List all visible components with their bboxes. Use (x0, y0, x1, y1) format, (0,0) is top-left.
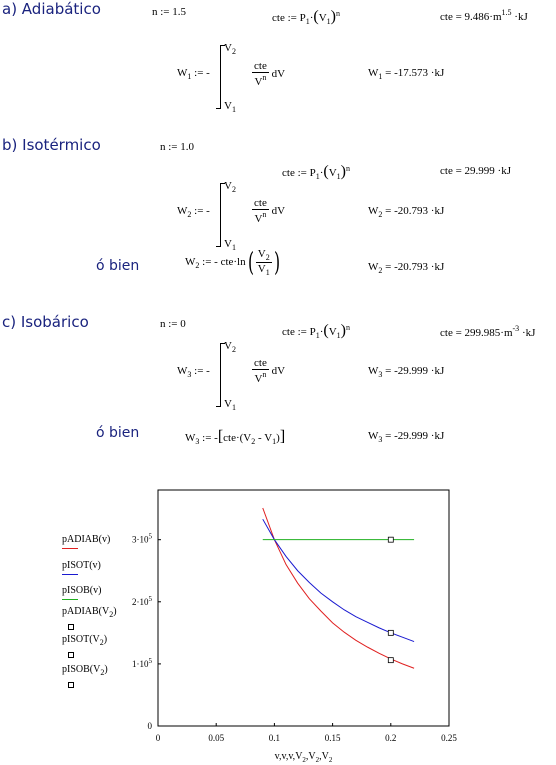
legend-label: pISOB(V2) (62, 664, 108, 677)
cte-result-a: cte = 9.486·m1.5 ·kJ (440, 8, 528, 23)
alt-result-b: W2 = -20.793 ·kJ (368, 261, 445, 275)
x-axis-label: v,v,v,V2,V2,V2 (275, 751, 333, 764)
series-line-padiabv (262, 507, 415, 669)
plot-frame (157, 489, 450, 727)
legend-label: pISOT(v) (62, 560, 101, 571)
cte-result-c: cte = 299.985·m-3 ·kJ (440, 324, 536, 339)
legend-line-swatch (62, 599, 78, 600)
x-tick-label: 0.2 (385, 733, 396, 743)
integrand-b: cte Vn dV (252, 197, 286, 225)
integral-lower-a: V1 (224, 100, 236, 114)
work-result-a: W1 = -17.573 ·kJ (368, 67, 445, 81)
series-marker-padiabv2 (387, 657, 394, 664)
integral-sign-a (216, 42, 230, 112)
cte-def-c: cte := P1·(V1)n (282, 322, 350, 340)
integral-sign-b (216, 180, 230, 250)
y-tick-label: 0 (148, 721, 153, 731)
legend-line-swatch (62, 574, 78, 575)
alt-def-b: W2 := - cte·ln(V2 V1) (185, 247, 280, 278)
y-tick-label: 2·105 (132, 595, 153, 607)
series-marker-pisobv2 (387, 536, 394, 543)
legend-item: pADIAB(v) (62, 534, 110, 549)
alt-def-c: W3 := -[cte·(V2 - V1)] (185, 428, 286, 446)
heading-adiabatico: a) Adiabático (2, 0, 101, 18)
integral-upper-b: V2 (224, 180, 236, 194)
series-line-pisotv (262, 518, 415, 643)
y-tick-label: 3·105 (132, 533, 153, 545)
legend-marker-swatch (68, 682, 74, 688)
series-marker-pisotv2 (387, 629, 394, 636)
x-tick-label: 0.25 (441, 733, 457, 743)
legend-item: pISOT(V2) (62, 634, 107, 658)
x-tick-label: 0 (156, 733, 161, 743)
legend-item: pISOB(V2) (62, 664, 108, 688)
x-tick-label: 0.15 (325, 733, 341, 743)
integral-upper-c: V2 (224, 340, 236, 354)
legend-marker-swatch (68, 624, 74, 630)
x-tick-label: 0.05 (208, 733, 224, 743)
integral-lower-b: V1 (224, 238, 236, 252)
legend-item: pISOT(v) (62, 560, 101, 575)
legend-label: pISOT(V2) (62, 634, 108, 647)
alt-label-b: ó bien (96, 258, 140, 274)
legend-item: pISOB(v) (62, 585, 101, 600)
legend-marker-swatch (68, 652, 74, 658)
heading-isotermico: b) Isotérmico (2, 136, 101, 154)
integrand-c: cte Vn dV (252, 357, 286, 385)
cte-def-b: cte := P1·(V1)n (282, 163, 350, 181)
legend-line-swatch (62, 548, 78, 549)
heading-isobarico: c) Isobárico (2, 313, 89, 331)
n-assign-a: n := 1.5 (152, 6, 187, 18)
integrand-a: cte Vn dV (252, 60, 286, 88)
integral-upper-a: V2 (224, 42, 236, 56)
alt-result-c: W3 = -29.999 ·kJ (368, 430, 445, 444)
integral-sign-c (216, 340, 230, 410)
work-result-c: W3 = -29.999 ·kJ (368, 365, 445, 379)
n-assign-b: n := 1.0 (160, 141, 195, 153)
work-def-a-lhs: W1 := - (177, 67, 210, 81)
y-tick-label: 1·105 (132, 657, 153, 669)
work-def-c-lhs: W3 := - (177, 365, 210, 379)
cte-result-b: cte = 29.999 ·kJ (440, 165, 511, 177)
cte-def-a: cte := P1·(V1)n (272, 8, 340, 26)
n-assign-c: n := 0 (160, 318, 186, 330)
legend-label: pADIAB(V2) (62, 606, 117, 619)
legend-label: pADIAB(v) (62, 534, 111, 545)
integral-lower-c: V1 (224, 398, 236, 412)
legend-label: pISOB(v) (62, 585, 102, 596)
work-result-b: W2 = -20.793 ·kJ (368, 205, 445, 219)
alt-label-c: ó bien (96, 425, 140, 441)
x-tick-label: 0.1 (269, 733, 280, 743)
legend-item: pADIAB(V2) (62, 606, 117, 630)
work-def-b-lhs: W2 := - (177, 205, 210, 219)
